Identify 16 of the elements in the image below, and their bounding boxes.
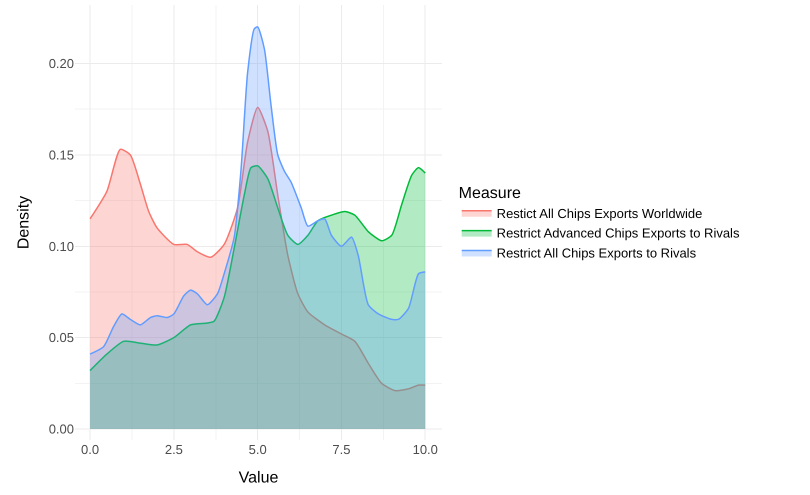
legend-label: Restict All Chips Exports Worldwide [496,206,702,221]
legend-label: Restrict Advanced Chips Exports to Rivals [496,226,740,241]
x-tick-label: 2.5 [164,442,183,457]
y-tick-label: 0.10 [48,238,74,254]
x-tick-label: 0.0 [81,442,100,457]
legend-label: Restrict All Chips Exports to Rivals [496,246,697,261]
y-tick-label: 0.15 [48,147,74,162]
x-tick-label: 7.5 [332,442,350,457]
y-tick-label: 0.20 [48,56,74,72]
x-axis-title: Value [238,470,278,487]
legend-title: Measure [458,184,522,202]
y-tick-label: 0.05 [48,330,74,346]
y-axis-title: Density [16,196,33,250]
y-tick-label: 0.00 [48,422,74,437]
x-tick-label: 5.0 [248,442,267,457]
x-tick-label: 10.0 [412,442,438,457]
